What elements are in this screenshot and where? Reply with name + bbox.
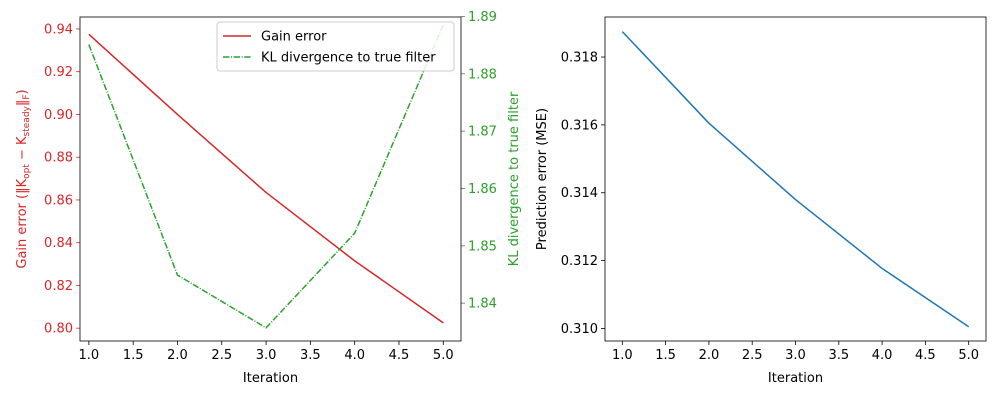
right-chart-y-tick-label: 0.312 [561,254,598,269]
right-chart: 1.0 1.5 2.0 2.5 3.0 3.5 4.0 4.5 5.0 0.3100.3120.… [535,16,987,386]
left-x-tick-label: 1.0 [79,348,100,363]
right-chart-x-tick-label: 2.5 [742,348,763,363]
legend-label-kl-divergence: KL divergence to true filter [261,51,436,66]
right-y-axis-label-mse: Prediction error (MSE) [535,108,550,250]
ylabel-gain-part3: ‖ [15,100,30,107]
left-chart: 1.0 1.5 2.0 2.5 3.0 3.5 4.0 4.5 5.0 0.80 0.82 0.84… [15,10,522,386]
right-y-tick-label-kl: 1.87 [468,125,497,140]
left-x-tick-label: 1.5 [123,348,144,363]
left-x-tick-label: 3.0 [256,348,277,363]
right-chart-y-tick-label: 0.314 [561,186,598,201]
right-y-tick-label-kl: 1.89 [468,10,497,25]
right-chart-x-tick-label: 5.0 [958,348,979,363]
left-y-tick-label-gain: 0.82 [44,279,73,294]
ylabel-gain-sub-steady: steady [22,105,32,136]
ylabel-gain-sub-opt: opt [22,164,32,179]
right-chart-x-tick-label: 4.0 [872,348,893,363]
left-x-tick-label: 4.0 [344,348,365,363]
left-y-ticks-gain: 0.80 0.82 0.84 0.86 0.88 0.90 0.92 0.94 [44,22,80,337]
legend-label-gain-error: Gain error [261,30,327,45]
left-x-tick-label: 4.5 [389,348,410,363]
left-y-tick-label-gain: 0.94 [44,22,73,37]
legend: Gain error KL divergence to true filter [216,21,455,72]
right-chart-x-tick-label: 1.0 [612,348,633,363]
right-y-tick-label-kl: 1.88 [468,67,497,82]
right-chart-y-ticks: 0.310 0.312 0.314 0.316 0.318 [561,51,605,337]
left-y-axis-label-gain: Gain error (‖Kopt − Ksteady‖F) [15,89,32,268]
right-chart-x-tick-label: 1.5 [655,348,676,363]
series-line-gain-error [88,33,444,324]
left-y-tick-label-gain: 0.92 [44,65,73,80]
series-line-prediction-error [621,31,970,328]
right-series-group [621,31,970,328]
left-x-axis-label: Iteration [243,371,298,386]
right-plot-frame [604,16,987,342]
left-x-tick-label: 3.5 [300,348,321,363]
ylabel-gain-part1: Gain error (‖K [15,178,30,268]
left-y-tick-label-gain: 0.86 [44,193,73,208]
left-series-group [88,24,444,329]
right-y-ticks-kl: 1.84 1.85 1.86 1.87 1.88 1.89 [461,10,497,312]
right-y-tick-label-kl: 1.85 [468,239,497,254]
series-line-kl-divergence [88,24,444,329]
ylabel-gain-sub-f: F [22,94,32,99]
legend-box [216,21,455,72]
right-chart-x-ticks: 1.0 1.5 2.0 2.5 3.0 3.5 4.0 4.5 5.0 [612,341,979,363]
left-x-tick-label: 5.0 [433,348,454,363]
left-y-tick-label-gain: 0.84 [44,236,73,251]
left-x-tick-label: 2.5 [211,348,232,363]
right-chart-y-tick-label: 0.316 [561,118,598,133]
right-chart-x-tick-label: 3.5 [828,348,849,363]
left-x-ticks: 1.0 1.5 2.0 2.5 3.0 3.5 4.0 4.5 5.0 [79,341,454,363]
right-y-tick-label-kl: 1.86 [468,182,497,197]
ylabel-gain-part4: ) [15,89,30,94]
ylabel-gain-part2: − K [15,136,30,164]
right-y-axis-label-kl: KL divergence to true filter [507,91,522,266]
left-y-tick-label-gain: 0.80 [44,322,73,337]
right-chart-y-tick-label: 0.310 [561,322,598,337]
left-y-tick-label-gain: 0.88 [44,151,73,166]
left-y-tick-label-gain: 0.90 [44,108,73,123]
left-plot-frame [79,16,462,342]
left-x-tick-label: 2.0 [167,348,188,363]
right-x-axis-label: Iteration [768,371,823,386]
right-chart-x-tick-label: 3.0 [785,348,806,363]
right-y-tick-label-kl: 1.84 [468,297,497,312]
right-chart-x-tick-label: 4.5 [915,348,936,363]
right-chart-y-tick-label: 0.318 [561,51,598,66]
right-chart-x-tick-label: 2.0 [699,348,720,363]
